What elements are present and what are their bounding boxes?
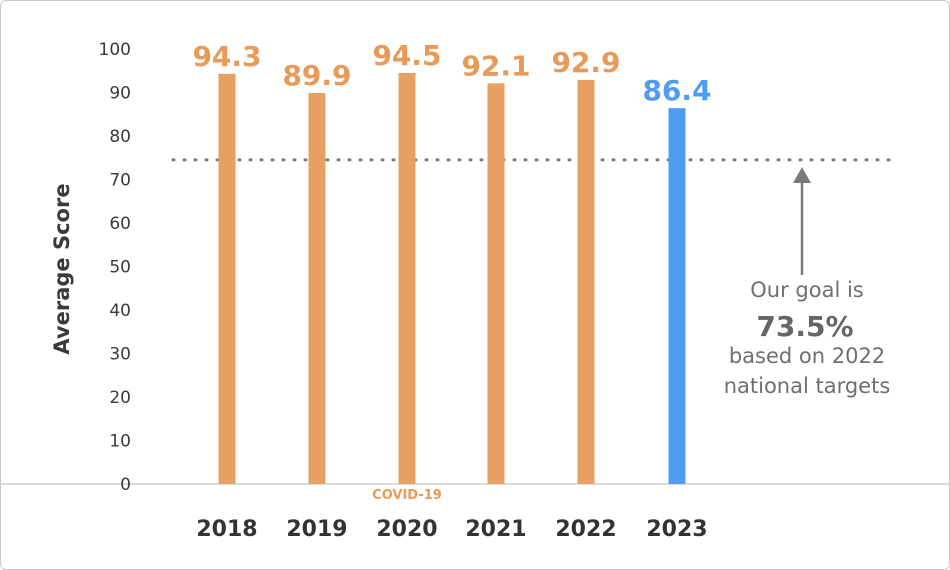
annotation-line-1: Our goal is — [750, 278, 863, 302]
value-label-2019: 89.9 — [282, 59, 351, 92]
y-tick-label: 50 — [109, 258, 131, 278]
value-label-2020: 94.5 — [372, 39, 441, 72]
bar-2022 — [577, 79, 595, 484]
covid-note-label: COVID-19 — [372, 488, 442, 503]
value-label-2022: 92.9 — [551, 46, 620, 79]
y-tick-label: 70 — [109, 171, 131, 191]
x-label-2020: 2020 — [376, 517, 437, 542]
annotation-line-3: based on 2022 — [729, 344, 885, 368]
annotation-line-4: national targets — [724, 374, 891, 398]
x-label-2021: 2021 — [465, 517, 526, 542]
x-label-2019: 2019 — [286, 517, 347, 542]
x-label-2022: 2022 — [555, 517, 616, 542]
value-label-2018: 94.3 — [192, 40, 261, 73]
x-label-2023: 2023 — [646, 517, 707, 542]
goal-annotation: Our goal is 73.5% based on 2022 national… — [724, 167, 891, 398]
x-label-2018: 2018 — [196, 517, 257, 542]
bars-layer — [218, 72, 686, 485]
y-tick-label: 0 — [120, 475, 131, 495]
y-tick-label: 10 — [109, 432, 131, 452]
bar-2021 — [487, 83, 505, 485]
y-axis-title: Average Score — [50, 183, 74, 354]
y-tick-label: 80 — [109, 127, 131, 147]
x-labels-layer: 2018 2019 2020 2021 2022 2023 — [196, 517, 707, 542]
annotation-goal-value: 73.5% — [756, 310, 853, 343]
bar-2019 — [308, 92, 326, 484]
y-axis-ticks: 0 10 20 30 40 50 60 70 80 90 100 — [99, 40, 131, 495]
y-tick-label: 90 — [109, 84, 131, 104]
y-tick-label: 100 — [99, 40, 131, 60]
value-label-2023: 86.4 — [642, 74, 711, 107]
bar-2018 — [218, 73, 236, 485]
bar-2020 — [398, 72, 416, 485]
y-tick-label: 40 — [109, 301, 131, 321]
y-tick-label: 30 — [109, 345, 131, 365]
value-label-2021: 92.1 — [461, 49, 530, 82]
value-labels-layer: 94.3 89.9 94.5 92.1 92.9 86.4 — [192, 39, 711, 107]
bar-2023 — [668, 108, 686, 484]
y-tick-label: 20 — [109, 388, 131, 408]
y-tick-label: 60 — [109, 214, 131, 234]
annotation-arrow-head-icon — [793, 167, 811, 183]
